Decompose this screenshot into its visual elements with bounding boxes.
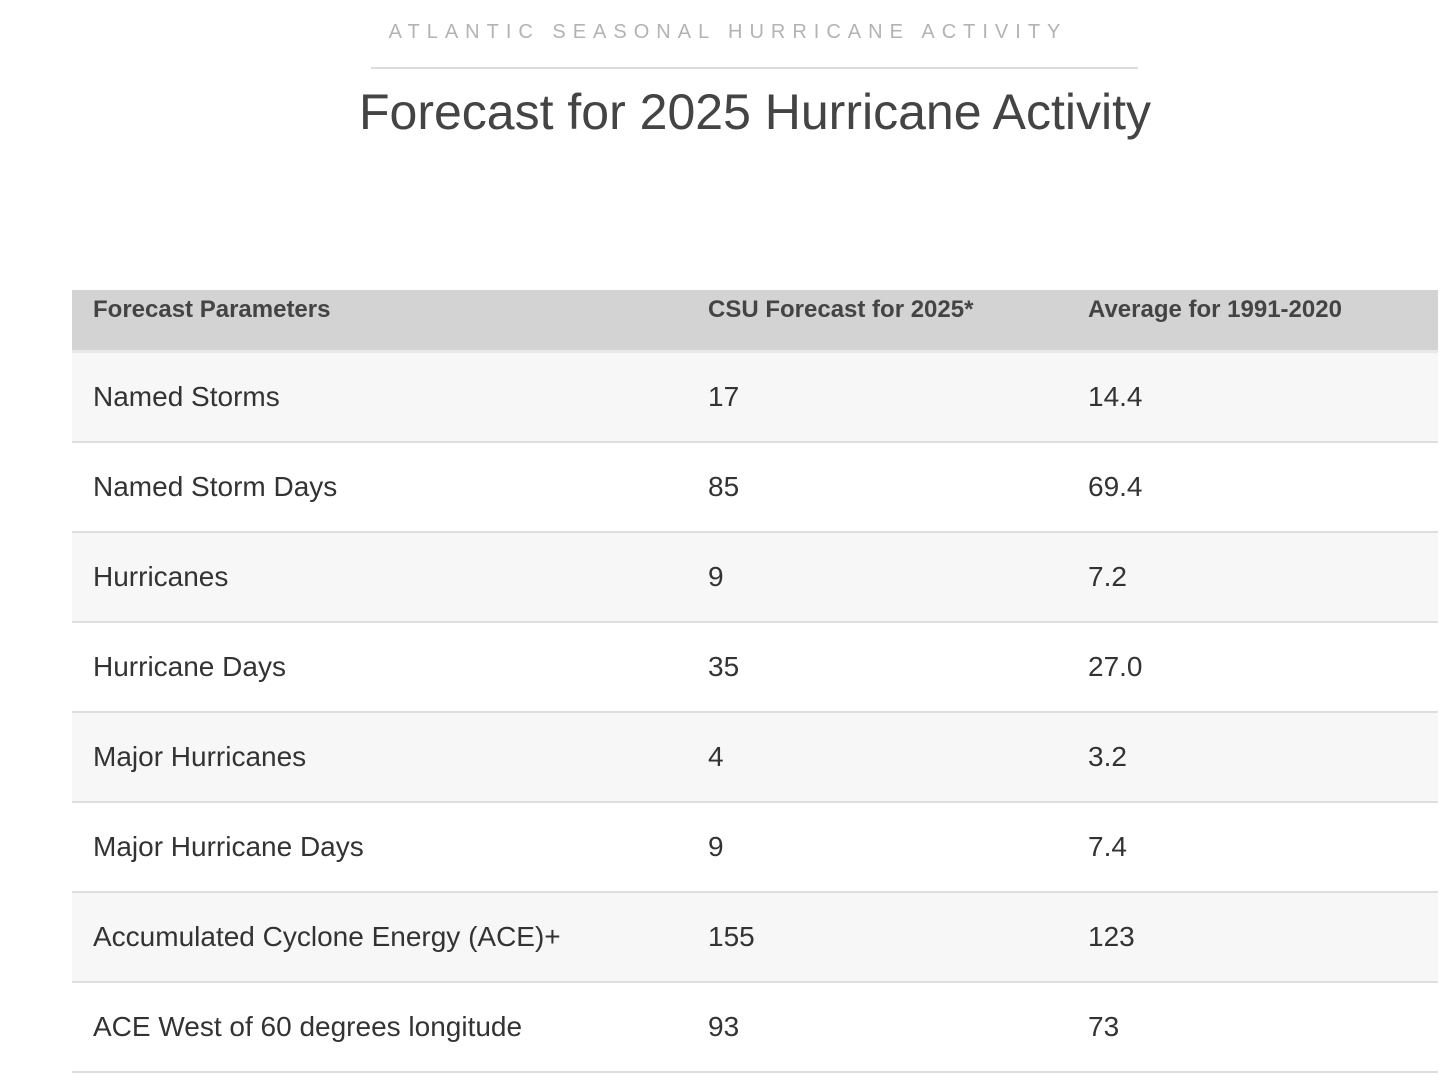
forecast-cell: 9 (708, 831, 724, 862)
title-divider (371, 67, 1138, 69)
forecast-table: Forecast Parameters CSU Forecast for 202… (72, 290, 1438, 1073)
section-eyebrow: ATLANTIC SEASONAL HURRICANE ACTIVITY (388, 21, 1068, 43)
parameter-cell: Named Storm Days (93, 471, 338, 502)
table-row: ACE West of 60 degrees longitude 93 73 (72, 983, 1438, 1073)
table-row: Named Storms 17 14.4 (72, 353, 1438, 443)
parameter-cell: Named Storms (93, 381, 280, 412)
page-title: Forecast for 2025 Hurricane Activity (359, 84, 1151, 140)
table-row: Named Storm Days 85 69.4 (72, 443, 1438, 533)
parameter-cell: ACE West of 60 degrees longitude (93, 1011, 523, 1042)
forecast-cell: 155 (708, 921, 755, 952)
column-header-average: Average for 1991-2020 (1088, 296, 1342, 323)
column-header-csu-forecast: CSU Forecast for 2025* (708, 296, 974, 323)
average-cell: 7.4 (1088, 831, 1127, 862)
average-cell: 73 (1088, 1011, 1120, 1042)
parameter-cell: Major Hurricane Days (93, 831, 364, 862)
table-row: Major Hurricanes 4 3.2 (72, 713, 1438, 803)
table-row: Major Hurricane Days 9 7.4 (72, 803, 1438, 893)
average-cell: 27.0 (1088, 651, 1143, 682)
parameter-cell: Accumulated Cyclone Energy (ACE)+ (93, 921, 561, 952)
forecast-cell: 85 (708, 471, 740, 502)
parameter-cell: Hurricane Days (93, 651, 286, 682)
forecast-cell: 93 (708, 1011, 740, 1042)
table-row: Hurricanes 9 7.2 (72, 533, 1438, 623)
forecast-cell: 17 (708, 381, 740, 412)
forecast-cell: 9 (708, 561, 724, 592)
table-row: Hurricane Days 35 27.0 (72, 623, 1438, 713)
average-cell: 3.2 (1088, 741, 1127, 772)
average-cell: 7.2 (1088, 561, 1127, 592)
table-header-row: Forecast Parameters CSU Forecast for 202… (72, 290, 1438, 353)
table-row: Accumulated Cyclone Energy (ACE)+ 155 12… (72, 893, 1438, 983)
average-cell: 123 (1088, 921, 1135, 952)
column-header-parameters: Forecast Parameters (93, 296, 331, 323)
forecast-cell: 4 (708, 741, 724, 772)
average-cell: 69.4 (1088, 471, 1143, 502)
average-cell: 14.4 (1088, 381, 1143, 412)
forecast-cell: 35 (708, 651, 740, 682)
parameter-cell: Major Hurricanes (93, 741, 307, 772)
parameter-cell: Hurricanes (93, 561, 229, 592)
